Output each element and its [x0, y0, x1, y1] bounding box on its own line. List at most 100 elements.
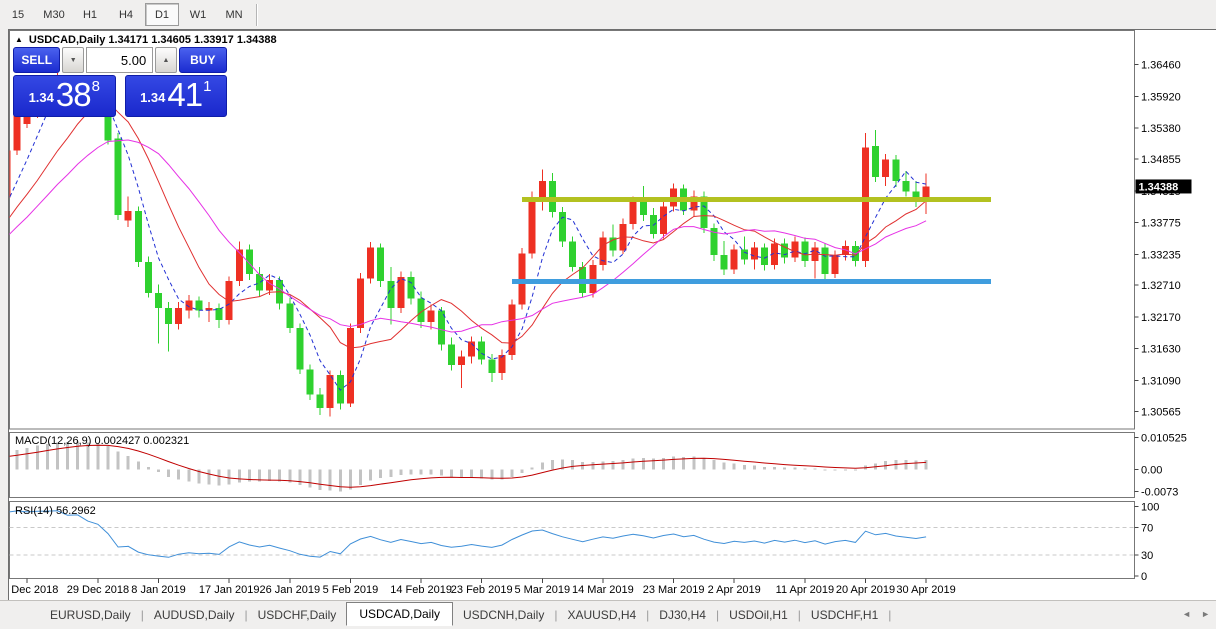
tab-usdcnh-daily[interactable]: USDCNH,Daily	[463, 608, 545, 622]
toolbar-separator	[256, 3, 258, 26]
svg-text:1.32170: 1.32170	[1141, 312, 1181, 324]
svg-text:11 Apr 2019: 11 Apr 2019	[776, 584, 835, 596]
tab-separator: |	[244, 608, 248, 622]
svg-text:5 Mar 2019: 5 Mar 2019	[514, 584, 570, 596]
svg-text:1.30565: 1.30565	[1141, 406, 1181, 418]
volume-field[interactable]: 5.00	[85, 47, 154, 73]
svg-text:1.33775: 1.33775	[1141, 218, 1181, 230]
svg-text:2 Apr 2019: 2 Apr 2019	[708, 584, 761, 596]
tab-audusd-daily[interactable]: AUDUSD,Daily	[153, 608, 235, 622]
tab-eurusd-daily[interactable]: EURUSD,Daily	[50, 608, 131, 622]
svg-text:70: 70	[1141, 522, 1153, 534]
svg-text:8 Jan 2019: 8 Jan 2019	[131, 584, 185, 596]
tab-usdchf-daily[interactable]: USDCHF,Daily	[257, 608, 337, 622]
tab-scroll-right-icon[interactable]: ►	[1201, 609, 1210, 619]
sell-button[interactable]: SELL	[13, 47, 61, 73]
timeframe-button-15[interactable]: 15	[11, 8, 25, 21]
one-click-trading-panel: SELL ▼ 5.00 ▲ BUY 1.34 38 8 1.34 41 1	[13, 47, 228, 117]
svg-text:20 Dec 2018: 20 Dec 2018	[9, 584, 58, 596]
tab-separator: |	[888, 608, 892, 622]
svg-text:1.35920: 1.35920	[1141, 91, 1181, 103]
svg-text:0: 0	[1141, 571, 1147, 583]
tab-separator: |	[554, 608, 558, 622]
current-price-tag: 1.34388	[1135, 179, 1192, 194]
tab-dj30-h4[interactable]: DJ30,H4	[659, 608, 706, 622]
svg-text:0.00: 0.00	[1141, 465, 1162, 477]
chart-tab-bar: EURUSD,Daily | AUDUSD,Daily | USDCHF,Daily US…	[0, 600, 1216, 629]
timeframe-toolbar: 15 M30 H1 H4 D1 W1 MN	[0, 0, 1216, 29]
svg-text:0.010525: 0.010525	[1141, 433, 1187, 445]
svg-text:1.34388: 1.34388	[1139, 181, 1179, 193]
svg-text:1.31630: 1.31630	[1141, 344, 1181, 356]
chart-window: 1.364601.359201.353801.348551.343151.337…	[8, 29, 1216, 601]
volume-decrease-button[interactable]: ▼	[62, 47, 84, 73]
tab-separator: |	[715, 608, 720, 622]
timeframe-button-w1[interactable]: W1	[189, 8, 207, 21]
svg-text:5 Feb 2019: 5 Feb 2019	[323, 584, 379, 596]
ask-price-box[interactable]: 1.34 41 1	[124, 75, 227, 117]
bid-price-box[interactable]: 1.34 38 8	[13, 75, 116, 117]
horizontal-rays	[512, 196, 991, 285]
svg-text:14 Mar 2019: 14 Mar 2019	[572, 584, 634, 596]
medium-ma	[9, 101, 927, 349]
rsi-plot	[9, 510, 1134, 558]
slow-ma	[9, 139, 927, 333]
svg-text:20 Apr 2019: 20 Apr 2019	[836, 584, 895, 596]
rsi-axis: 100 70 30 0	[1134, 502, 1159, 583]
tab-usdoil-h1[interactable]: USDOil,H1	[729, 608, 788, 622]
volume-increase-button[interactable]: ▲	[155, 47, 177, 73]
fast-ma	[9, 88, 927, 391]
timeframe-button-mn[interactable]: MN	[225, 8, 243, 21]
tab-usdcad-daily[interactable]: USDCAD,Daily	[346, 602, 453, 626]
chart-title-text: USDCAD,Daily 1.34171 1.34605 1.33917 1.3…	[28, 34, 277, 46]
svg-text:1.34855: 1.34855	[1141, 154, 1181, 166]
macd-indicator-label: MACD(12,26,9) 0.002427 0.002321	[15, 435, 190, 447]
tab-scroll-left-icon[interactable]: ◄	[1182, 609, 1192, 619]
price-axis: 1.364601.359201.353801.348551.343151.337…	[1134, 60, 1181, 418]
bid-price-big: 38	[55, 76, 92, 113]
svg-text:30 Apr 2019: 30 Apr 2019	[896, 584, 955, 596]
svg-text:1.36460: 1.36460	[1141, 60, 1181, 72]
collapse-triangle-icon[interactable]: ▲	[15, 35, 23, 44]
rsi-panel	[9, 501, 1135, 579]
svg-text:100: 100	[1141, 502, 1159, 514]
moving-averages	[9, 88, 927, 391]
tab-scroll-arrows: ◄ ►	[1182, 609, 1210, 619]
ask-price-big: 41	[167, 76, 203, 113]
rsi-indicator-label: RSI(14) 56.2962	[15, 505, 96, 517]
svg-text:17 Jan 2019: 17 Jan 2019	[199, 584, 260, 596]
svg-text:1.31090: 1.31090	[1141, 375, 1181, 387]
chart-canvas[interactable]: 1.364601.359201.353801.348551.343151.337…	[9, 30, 1216, 601]
chart-title: ▲ USDCAD,Daily 1.34171 1.34605 1.33917 1…	[15, 34, 277, 46]
tab-separator: |	[140, 608, 144, 622]
bid-price-sup: 8	[91, 78, 100, 95]
support-ray[interactable]	[512, 279, 991, 285]
chart-tabs: EURUSD,Daily | AUDUSD,Daily | USDCHF,Daily US…	[40, 602, 892, 627]
macd-signal-line	[9, 444, 927, 488]
svg-text:-0.0073: -0.0073	[1141, 487, 1178, 499]
svg-text:29 Dec 2018: 29 Dec 2018	[67, 584, 129, 596]
rsi-line	[9, 510, 927, 558]
tab-separator: |	[646, 608, 650, 622]
svg-text:26 Jan 2019: 26 Jan 2019	[260, 584, 321, 596]
svg-text:23 Mar 2019: 23 Mar 2019	[643, 584, 705, 596]
buy-button[interactable]: BUY	[178, 47, 228, 73]
timeframe-button-h1[interactable]: H1	[82, 8, 98, 21]
tab-usdchf-h1[interactable]: USDCHF,H1	[810, 608, 879, 622]
resistance-ray[interactable]	[522, 196, 991, 202]
tab-xauusd-h4[interactable]: XAUUSD,H4	[567, 608, 637, 622]
timeframe-button-h4[interactable]: H4	[118, 8, 134, 21]
tab-separator: |	[797, 608, 801, 622]
timeframe-button-m30[interactable]: M30	[43, 8, 65, 21]
svg-text:23 Feb 2019: 23 Feb 2019	[451, 584, 513, 596]
svg-text:1.33235: 1.33235	[1141, 249, 1181, 261]
svg-text:30: 30	[1141, 550, 1153, 562]
timeframe-button-d1[interactable]: D1	[145, 3, 179, 26]
bid-price-prefix: 1.34	[28, 90, 54, 105]
svg-text:1.32710: 1.32710	[1141, 280, 1181, 292]
macd-axis: 0.010525 0.00 -0.0073	[1134, 433, 1187, 499]
macd-histogram	[15, 441, 928, 492]
ask-price-sup: 1	[203, 78, 212, 95]
